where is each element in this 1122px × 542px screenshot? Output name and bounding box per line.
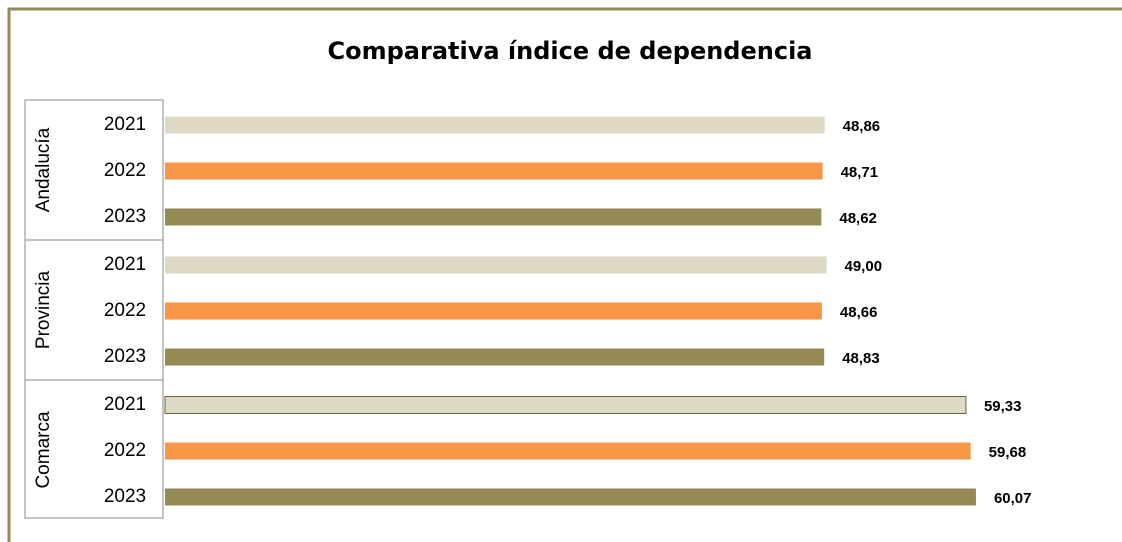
category-label: 2021 xyxy=(104,254,146,275)
category-label: 2023 xyxy=(104,206,146,227)
category-label: 2022 xyxy=(104,300,146,321)
group-label: Comarca xyxy=(33,411,54,489)
category-label: 2023 xyxy=(104,486,146,507)
bar xyxy=(165,442,971,460)
value-label: 59,33 xyxy=(984,398,1022,415)
bar xyxy=(165,302,822,320)
category-label: 2022 xyxy=(104,440,146,461)
bar xyxy=(165,162,823,180)
category-label: 2023 xyxy=(104,346,146,367)
category-label: 2022 xyxy=(104,160,146,181)
bar xyxy=(165,116,825,134)
value-label: 48,83 xyxy=(842,350,880,367)
value-label: 59,68 xyxy=(989,444,1027,461)
chart-title: Comparativa índice de dependencia xyxy=(328,37,813,65)
bar xyxy=(165,208,822,226)
bar xyxy=(165,256,827,274)
value-label: 48,66 xyxy=(840,304,878,321)
value-label: 49,00 xyxy=(845,258,883,275)
category-label: 2021 xyxy=(104,394,146,415)
frame xyxy=(7,7,1122,542)
group-label: Andalucía xyxy=(33,127,54,212)
value-label: 48,86 xyxy=(843,118,881,135)
bar xyxy=(165,348,825,366)
category-box xyxy=(24,99,164,519)
bar xyxy=(165,488,976,506)
value-label: 48,62 xyxy=(839,210,877,227)
category-label: 2021 xyxy=(104,114,146,135)
value-label: 48,71 xyxy=(841,164,879,181)
value-label: 60,07 xyxy=(994,490,1032,507)
bar xyxy=(164,396,967,414)
group-label: Provincia xyxy=(33,271,54,350)
